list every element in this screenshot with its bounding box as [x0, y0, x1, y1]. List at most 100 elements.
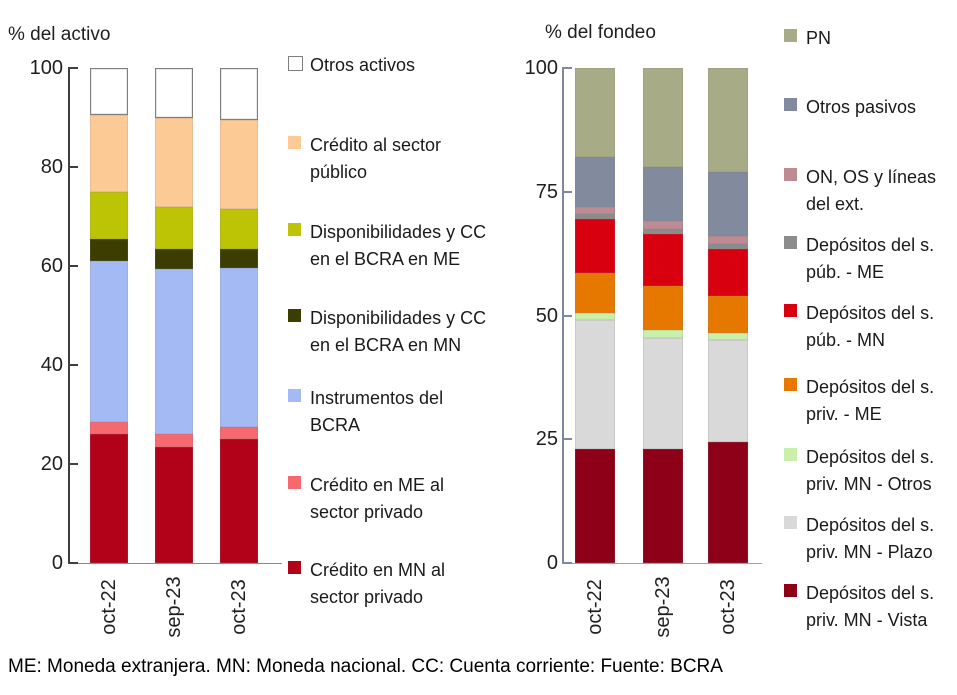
bar-segment — [708, 248, 748, 296]
legend-item: Otros activos — [288, 52, 488, 79]
legend-item: Crédito al sector público — [288, 132, 488, 186]
y-tick-label: 75 — [535, 180, 558, 203]
legend-label: Depósitos del s. púb. - MN — [806, 303, 935, 350]
stacked-bar — [155, 68, 193, 563]
x-tick-label: oct-23 — [717, 579, 739, 635]
assets-stacked-bar-chart: oct-22 sep-23 oct-23 0 20 40 60 80 100 — [0, 57, 292, 638]
bar-segment — [90, 421, 128, 435]
bar-segment — [155, 206, 193, 249]
bar-segment — [575, 320, 615, 450]
bar-segment — [643, 167, 683, 222]
y-tick-mark — [68, 67, 78, 69]
bar-segment — [90, 68, 128, 116]
footnote-source-text: ME: Moneda extranjera. MN: Moneda nacion… — [8, 656, 723, 677]
y-tick-mark — [68, 364, 78, 366]
legend-item: Instrumentos del BCRA — [288, 385, 488, 439]
bar-segment — [708, 340, 748, 442]
legend-item: Disponibilidades y CC en el BCRA en MN — [288, 305, 488, 359]
bar-segment — [220, 426, 258, 440]
bar-segment — [708, 441, 748, 563]
left-chart-title: % del activo — [8, 24, 111, 45]
bar-segment — [575, 219, 615, 274]
bar-segment — [90, 115, 128, 192]
x-tick-label: oct-23 — [228, 579, 250, 635]
legend-label: Depósitos del s. priv. MN - Vista — [806, 583, 935, 630]
y-tick-label: 20 — [40, 453, 63, 475]
right-chart-legend: PN Otros pasivos ON, OS y líneas del ext. D… — [784, 0, 957, 660]
legend-swatch — [784, 584, 797, 597]
bar-segment — [708, 236, 748, 244]
bar-segment — [220, 248, 258, 269]
y-tick-mark — [68, 562, 78, 564]
legend-swatch — [784, 168, 797, 181]
bar-segment — [575, 214, 615, 220]
plot-area: oct-22 sep-23 oct-23 0 20 40 60 80 100 — [30, 57, 282, 638]
legend-item: ON, OS y líneas del ext. — [784, 164, 956, 218]
legend-label: Instrumentos del BCRA — [310, 388, 444, 435]
bar-slot: oct-22 — [90, 68, 128, 635]
bar-segment — [708, 243, 748, 249]
legend-label: PN — [806, 28, 832, 48]
legend-swatch — [784, 236, 797, 249]
legend-swatch — [288, 56, 303, 71]
legend-swatch — [784, 304, 797, 317]
x-axis-line — [562, 562, 762, 564]
bar-segment — [90, 434, 128, 563]
bar-segment — [708, 68, 748, 172]
bar-segment — [708, 295, 748, 333]
y-tick-label: 40 — [40, 354, 63, 376]
legend-item: Depósitos del s. púb. - ME — [784, 232, 956, 286]
legend-item: Depósitos del s. priv. MN - Vista — [784, 580, 956, 634]
legend-swatch — [288, 389, 301, 402]
y-tick-label: 80 — [40, 156, 63, 178]
plot-area: oct-22 sep-23 oct-23 0 25 50 75 100 — [525, 57, 762, 638]
bar-segment — [155, 248, 193, 269]
legend-item: Depósitos del s. priv. MN - Otros — [784, 444, 956, 498]
stacked-bar — [643, 68, 683, 563]
legend-item: Crédito en MN al sector privado — [288, 557, 488, 611]
y-tick-mark — [562, 438, 572, 441]
bar-segment — [155, 434, 193, 447]
bar-segment — [90, 238, 128, 262]
y-tick-label: 100 — [524, 57, 558, 79]
y-tick-mark — [68, 463, 78, 465]
legend-label: Crédito al sector público — [310, 135, 442, 182]
y-tick-mark — [562, 67, 572, 69]
bar-slot: sep-23 — [155, 68, 193, 638]
legend-item: Depósitos del s. priv. - ME — [784, 374, 956, 428]
bar-segment — [643, 221, 683, 229]
legend-label: Crédito en ME al sector privado — [310, 475, 445, 522]
bar-segment — [220, 209, 258, 249]
funding-stacked-bar-chart: oct-22 sep-23 oct-23 0 25 50 75 100 — [505, 57, 767, 638]
legend-label: Disponibilidades y CC en el BCRA en MN — [310, 308, 487, 355]
legend-label: ON, OS y líneas del ext. — [806, 167, 937, 214]
bar-segment — [155, 68, 193, 118]
bar-segment — [155, 446, 193, 563]
legend-label: Depósitos del s. púb. - ME — [806, 235, 935, 282]
x-tick-label: sep-23 — [652, 576, 674, 638]
bar-slot: sep-23 — [643, 68, 683, 638]
bar-segment — [575, 273, 615, 314]
legend-swatch — [784, 29, 797, 42]
bar-segment — [575, 449, 615, 563]
legend-swatch — [288, 136, 301, 149]
bar-segment — [220, 120, 258, 210]
legend-item: Depósitos del s. priv. MN - Plazo — [784, 512, 956, 566]
x-axis-line — [68, 562, 282, 564]
stacked-bar — [575, 68, 615, 563]
bar-segment — [220, 439, 258, 563]
legend-label: Disponibilidades y CC en el BCRA en ME — [310, 222, 487, 269]
legend-label: Depósitos del s. priv. - ME — [806, 377, 935, 424]
bar-segment — [643, 330, 683, 338]
bar-segment — [575, 68, 615, 158]
legend-swatch — [784, 98, 797, 111]
y-tick-mark — [68, 265, 78, 267]
bar-segment — [643, 228, 683, 234]
bar-segment — [643, 449, 683, 563]
bar-segment — [643, 68, 683, 168]
x-tick-label: oct-22 — [584, 579, 606, 635]
bar-segment — [155, 117, 193, 207]
y-tick-mark — [562, 190, 572, 193]
legend-swatch — [288, 223, 301, 236]
y-tick-label: 25 — [535, 428, 558, 451]
